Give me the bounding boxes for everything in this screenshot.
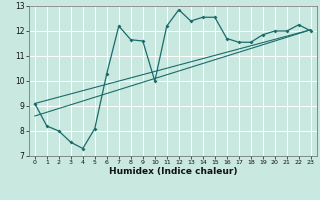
X-axis label: Humidex (Indice chaleur): Humidex (Indice chaleur) [108, 167, 237, 176]
